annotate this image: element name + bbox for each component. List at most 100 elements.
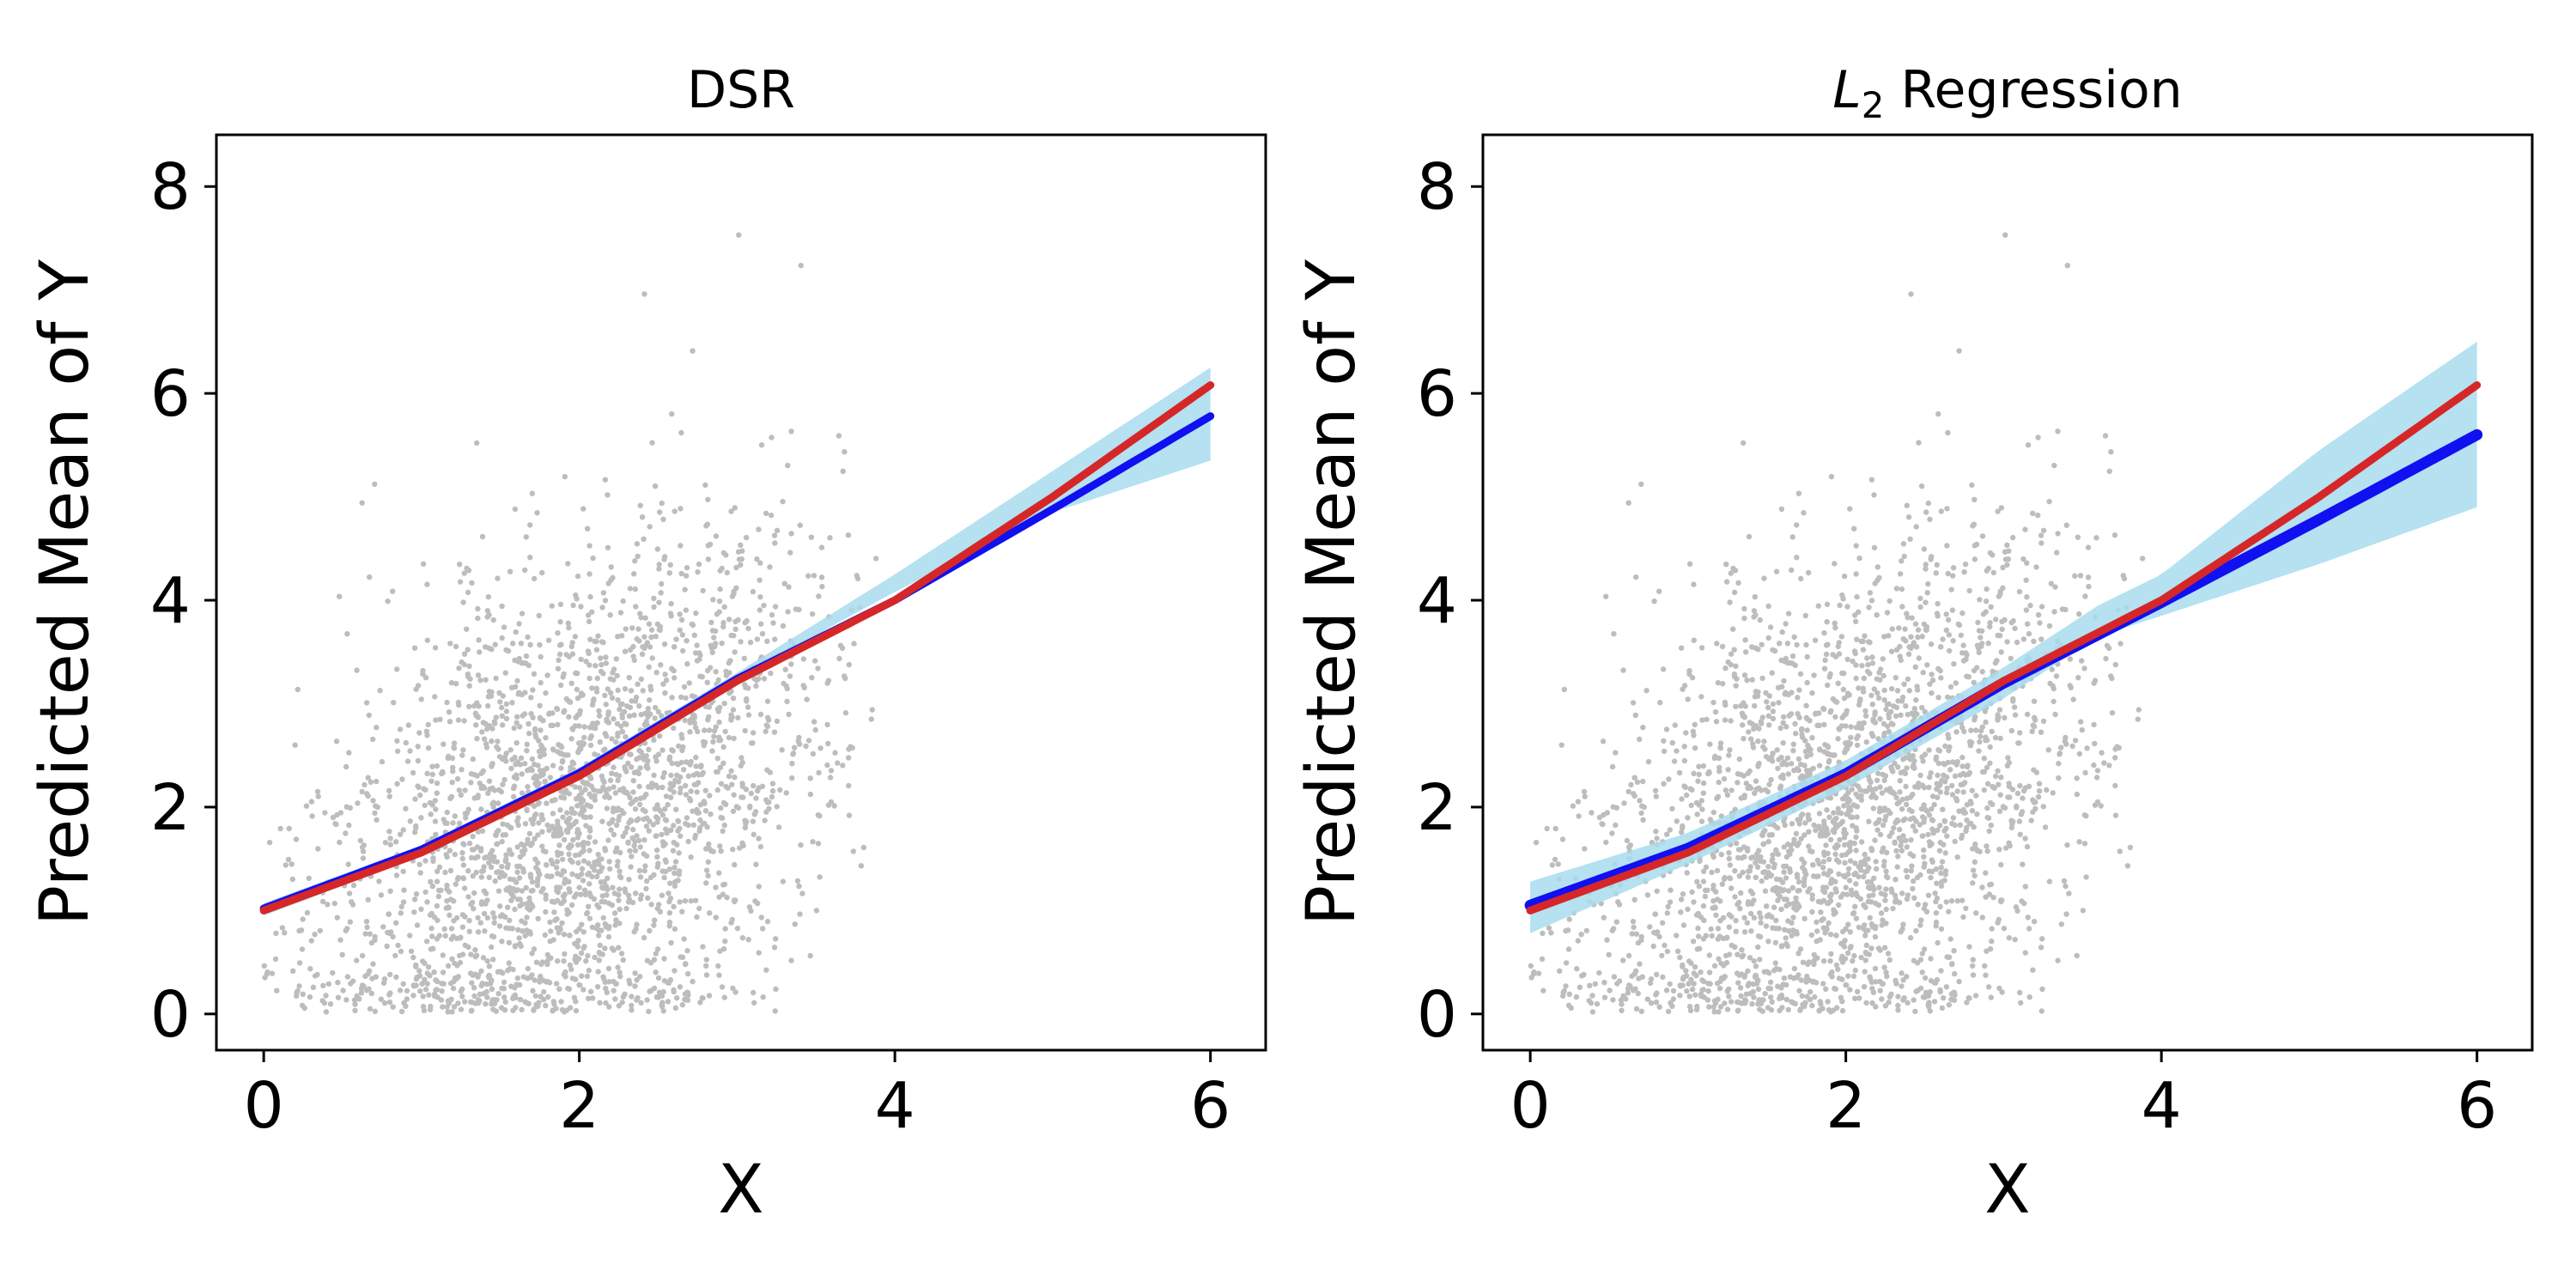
scatter-point bbox=[1835, 966, 1841, 973]
scatter-point bbox=[714, 611, 720, 617]
scatter-point bbox=[1874, 564, 1880, 570]
scatter-point bbox=[477, 649, 483, 655]
scatter-point bbox=[1935, 600, 1941, 607]
scatter-point bbox=[579, 871, 585, 878]
scatter-point bbox=[496, 690, 502, 696]
scatter-point bbox=[1631, 924, 1637, 931]
scatter-point bbox=[455, 699, 462, 706]
scatter-point bbox=[677, 899, 683, 905]
scatter-point bbox=[1748, 928, 1754, 934]
scatter-point bbox=[433, 806, 439, 812]
scatter-point bbox=[519, 918, 525, 924]
scatter-point bbox=[589, 685, 595, 691]
scatter-point bbox=[1625, 788, 1631, 795]
scatter-point bbox=[1929, 868, 1935, 875]
scatter-point bbox=[705, 872, 711, 879]
scatter-point bbox=[811, 719, 817, 725]
scatter-point bbox=[274, 987, 280, 993]
scatter-point bbox=[1911, 853, 1917, 860]
scatter-point bbox=[1643, 688, 1649, 694]
scatter-point bbox=[615, 697, 621, 703]
scatter-point bbox=[466, 663, 472, 669]
scatter-point bbox=[1987, 550, 1994, 556]
scatter-point bbox=[700, 587, 706, 594]
scatter-point bbox=[1652, 787, 1659, 794]
scatter-point bbox=[1832, 624, 1838, 631]
scatter-point bbox=[422, 675, 429, 681]
scatter-point bbox=[1872, 933, 1879, 940]
scatter-point bbox=[1999, 618, 2005, 625]
scatter-point bbox=[659, 1002, 665, 1008]
scatter-point bbox=[1589, 993, 1595, 999]
scatter-point bbox=[1998, 897, 2004, 903]
scatter-point bbox=[1665, 903, 1671, 910]
scatter-point bbox=[1600, 738, 1607, 744]
scatter-point bbox=[750, 588, 756, 595]
scatter-point bbox=[612, 922, 618, 928]
scatter-point bbox=[448, 936, 454, 942]
scatter-point bbox=[1933, 910, 1940, 916]
scatter-point bbox=[1705, 770, 1711, 777]
scatter-point bbox=[677, 785, 683, 792]
scatter-point bbox=[1920, 994, 1927, 1000]
scatter-point bbox=[482, 854, 488, 861]
scatter-point bbox=[1861, 720, 1867, 726]
scatter-point bbox=[643, 885, 649, 892]
scatter-point bbox=[726, 773, 732, 780]
scatter-point bbox=[599, 605, 605, 611]
scatter-point bbox=[372, 933, 378, 940]
scatter-point bbox=[557, 807, 563, 813]
scatter-point bbox=[756, 607, 763, 613]
scatter-point bbox=[684, 989, 690, 995]
scatter-point bbox=[700, 769, 707, 776]
scatter-point bbox=[1766, 832, 1772, 838]
scatter-point bbox=[498, 788, 505, 795]
scatter-point bbox=[797, 911, 803, 917]
scatter-point bbox=[425, 721, 431, 728]
scatter-point bbox=[1734, 676, 1740, 682]
scatter-point bbox=[1791, 836, 1797, 842]
scatter-point bbox=[1795, 951, 1801, 957]
scatter-point bbox=[700, 821, 706, 827]
scatter-point bbox=[574, 686, 580, 693]
scatter-point bbox=[538, 742, 544, 749]
scatter-point bbox=[586, 881, 592, 887]
scatter-point bbox=[739, 759, 745, 766]
scatter-point bbox=[475, 672, 482, 678]
scatter-point bbox=[702, 787, 708, 793]
scatter-point bbox=[779, 747, 785, 753]
scatter-point bbox=[1832, 620, 1838, 626]
scatter-point bbox=[654, 819, 660, 825]
scatter-point bbox=[713, 669, 719, 675]
scatter-point bbox=[432, 645, 439, 651]
scatter-point bbox=[1824, 601, 1831, 607]
scatter-point bbox=[1755, 689, 1761, 696]
scatter-point bbox=[502, 999, 508, 1005]
scatter-point bbox=[1913, 524, 1919, 530]
scatter-point bbox=[1844, 799, 1850, 806]
scatter-point bbox=[473, 869, 479, 876]
scatter-point bbox=[1809, 908, 1815, 915]
scatter-point bbox=[678, 732, 684, 738]
scatter-point bbox=[1966, 995, 1972, 1001]
scatter-point bbox=[656, 902, 662, 908]
scatter-point bbox=[532, 977, 538, 983]
scatter-point bbox=[421, 786, 427, 792]
scatter-point bbox=[490, 910, 496, 916]
scatter-point bbox=[815, 812, 822, 818]
scatter-point bbox=[617, 886, 623, 892]
scatter-point bbox=[1921, 785, 1928, 791]
scatter-point bbox=[1769, 858, 1775, 864]
scatter-point bbox=[717, 704, 723, 711]
scatter-point bbox=[450, 764, 456, 771]
scatter-point bbox=[368, 779, 374, 785]
scatter-point bbox=[1929, 841, 1935, 847]
scatter-point bbox=[845, 532, 852, 538]
scatter-point bbox=[1912, 784, 1918, 790]
scatter-point bbox=[1935, 794, 1941, 800]
scatter-point bbox=[536, 749, 543, 755]
scatter-point bbox=[1880, 656, 1886, 662]
scatter-point bbox=[678, 570, 684, 577]
scatter-point bbox=[455, 1000, 461, 1006]
scatter-point bbox=[559, 1006, 566, 1013]
